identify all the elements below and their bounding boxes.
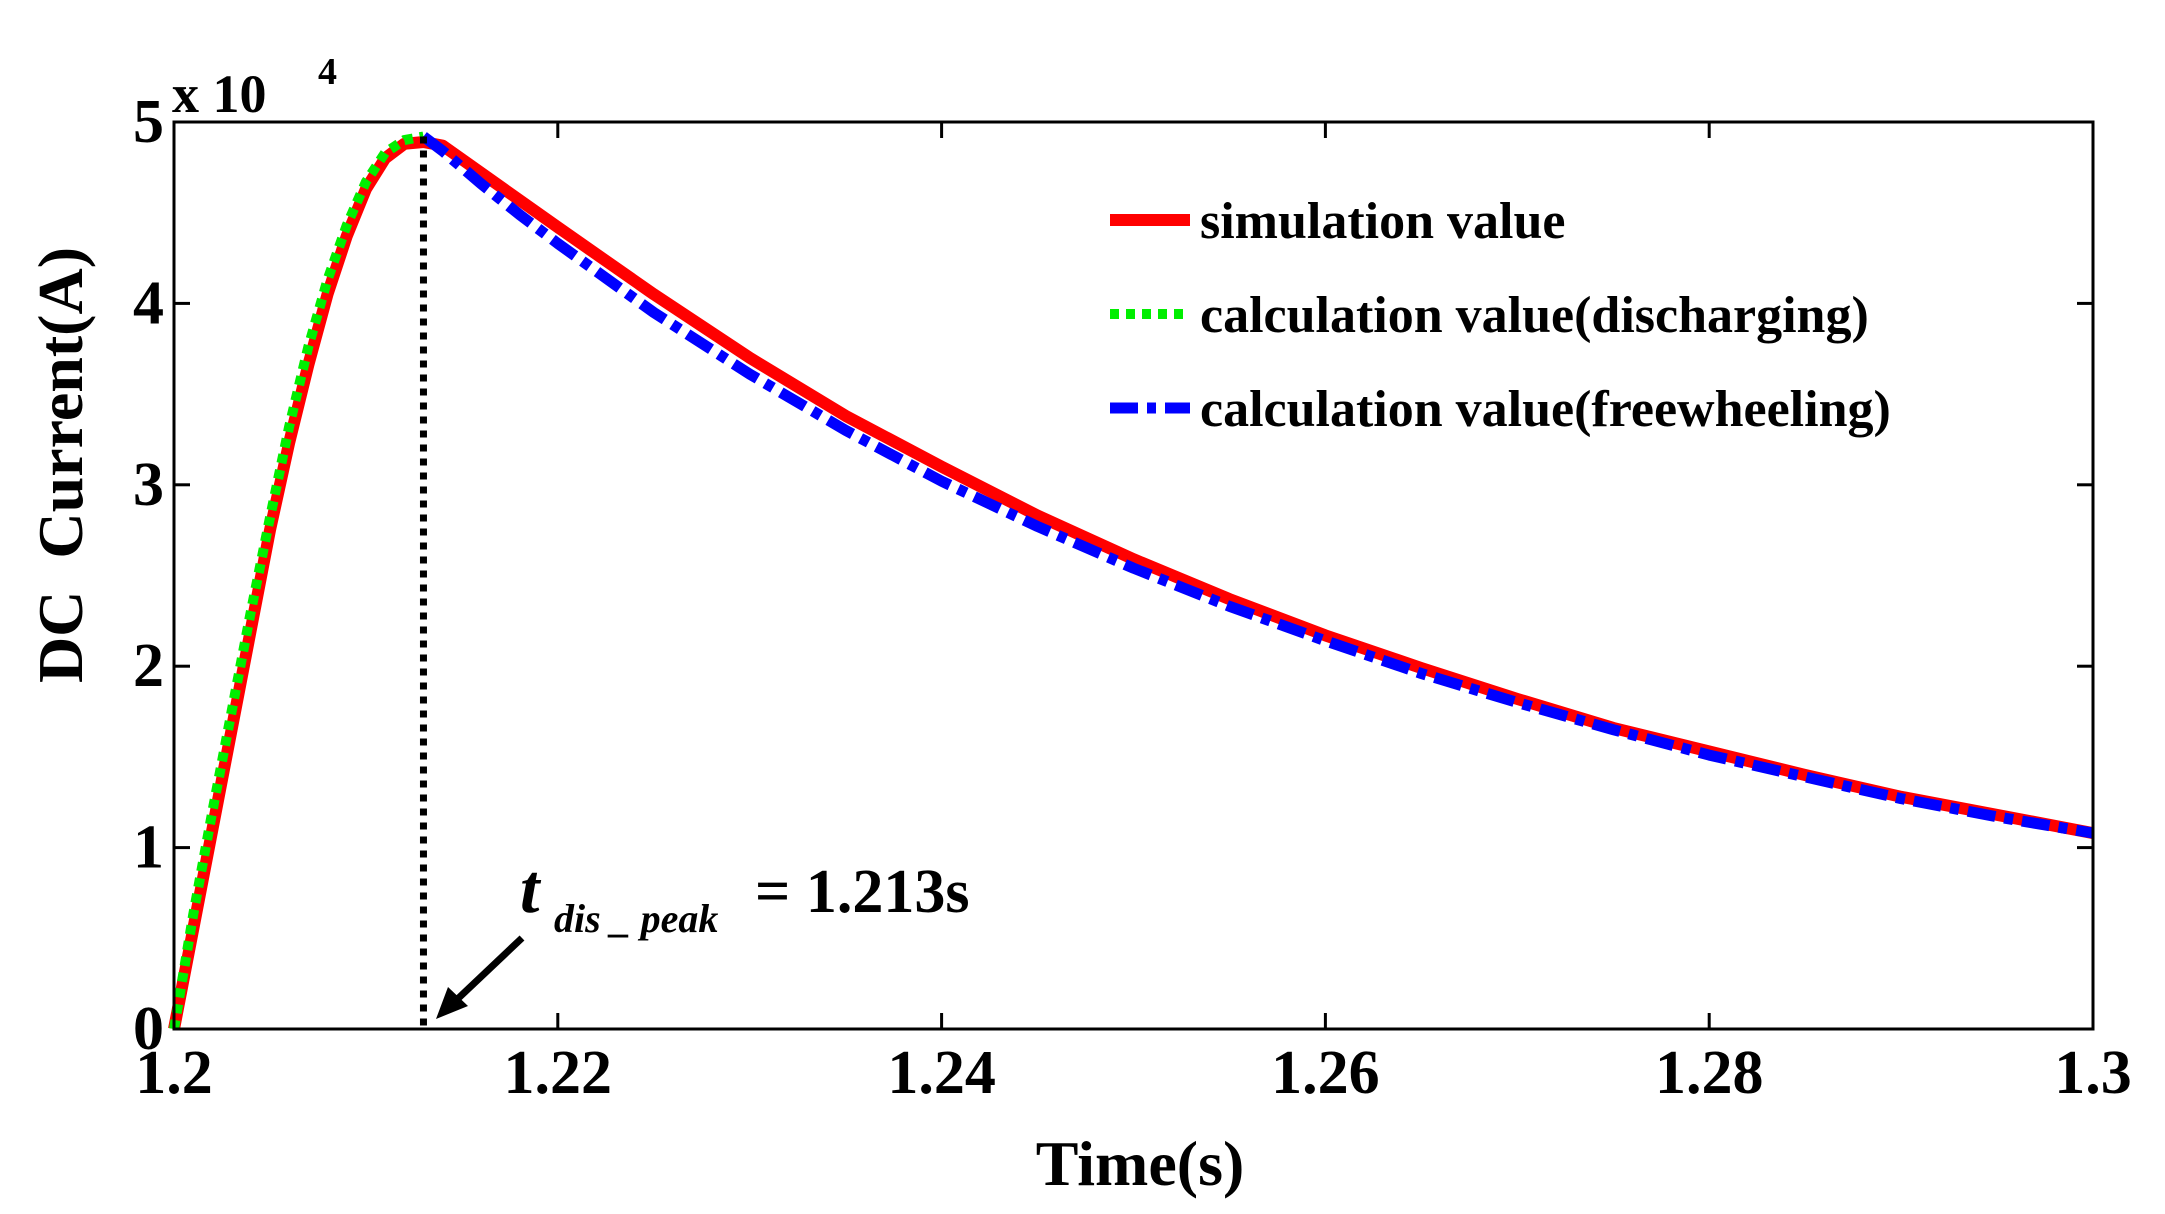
y-axis-label: DC Current(A) — [25, 247, 96, 683]
y-tick-label: 0 — [133, 995, 164, 1063]
y-tick-label: 1 — [133, 814, 164, 882]
legend-label-1: calculation value(discharging) — [1200, 287, 1869, 344]
annotation-arrow-head — [436, 987, 468, 1019]
x-tick-label: 1.3 — [2054, 1039, 2132, 1107]
y-tick-label: 3 — [133, 451, 164, 519]
x-tick-label: 1.24 — [887, 1039, 996, 1107]
y-tick-label: 2 — [133, 632, 164, 700]
series-layer — [168, 131, 2095, 1031]
x-tick-label: 1.22 — [504, 1039, 613, 1107]
annotation-subscript: dis _ peak — [554, 896, 718, 941]
legend-label-0: simulation value — [1200, 193, 1566, 250]
annotation-layer: t dis _ peak = 1.213s — [419, 136, 969, 1029]
axis-ticks: 1.2 1.22 1.24 1.26 1.28 1.3 0 1 2 3 4 5 — [133, 88, 2132, 1107]
y-exponent-power: 4 — [318, 51, 337, 93]
annotation-t: t — [520, 851, 542, 928]
y-exponent-base: x 10 — [172, 64, 267, 124]
legend-label-2: calculation value(freewheeling) — [1200, 381, 1891, 438]
y-tick-label: 4 — [133, 269, 164, 337]
y-tick-label: 5 — [133, 88, 164, 156]
annotation-arrow-shaft — [445, 935, 525, 1011]
plot-area-frame — [172, 120, 2095, 1031]
legend: simulation value calculation value(discha… — [1110, 193, 1891, 438]
x-tick-label: 1.26 — [1271, 1039, 1380, 1107]
series-line-1 — [169, 131, 425, 1030]
x-axis-label: Time(s) — [1036, 1128, 1245, 1199]
series-line-2 — [420, 132, 2094, 839]
annotation-value: = 1.213s — [755, 858, 969, 926]
x-tick-label: 1.2 — [135, 1039, 213, 1107]
x-tick-label: 1.28 — [1655, 1039, 1764, 1107]
